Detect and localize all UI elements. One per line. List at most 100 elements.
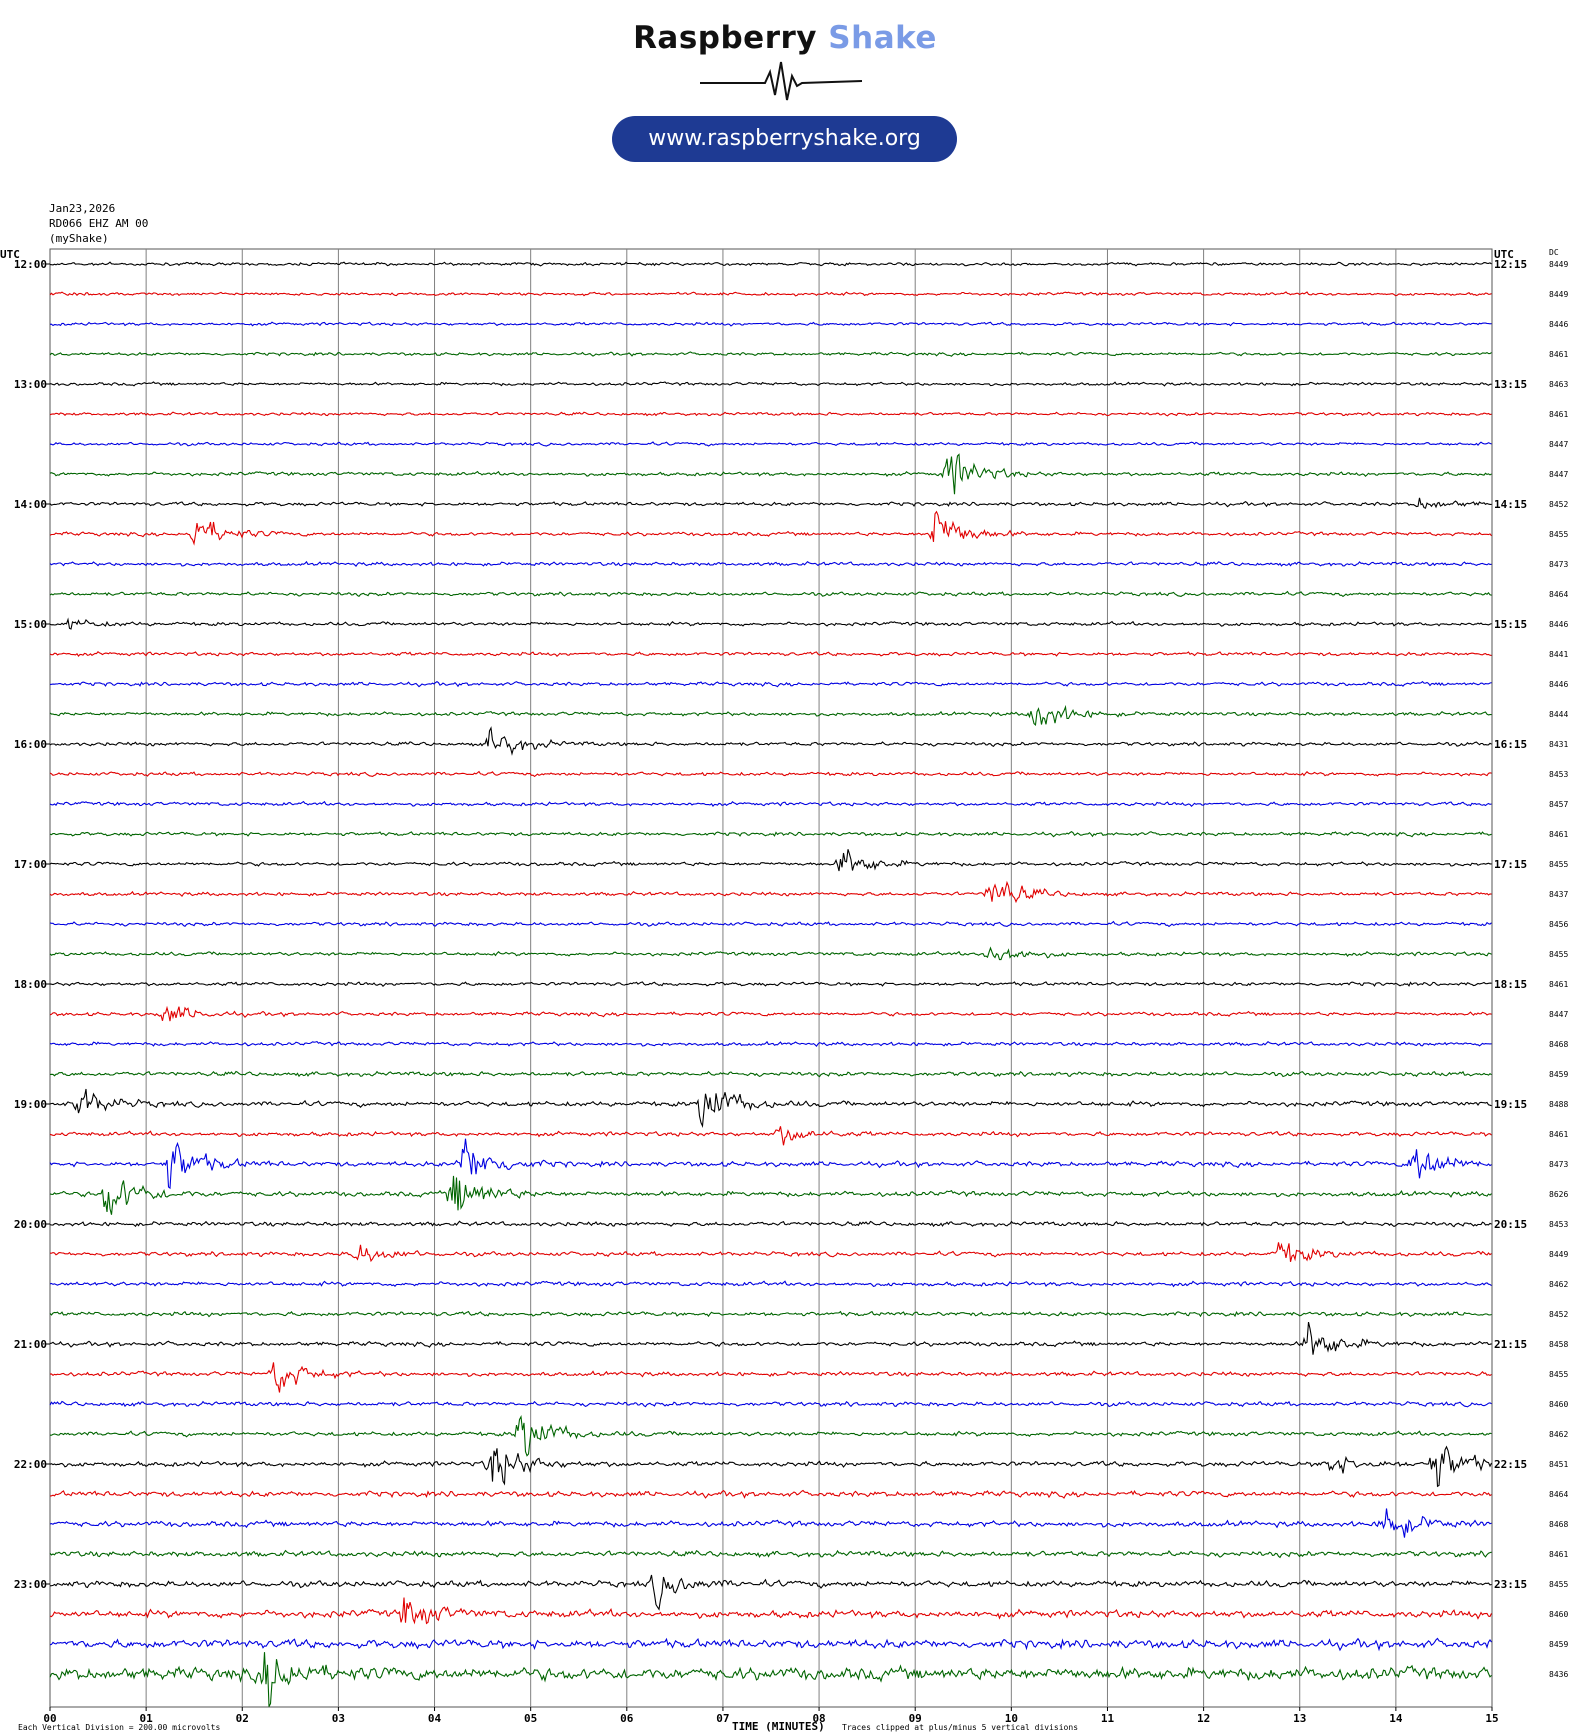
hour-label-left: 18:00: [14, 978, 47, 991]
dc-value-label: 8455: [1549, 1370, 1568, 1379]
hour-label-right: 18:15: [1494, 978, 1527, 991]
dc-value-label: 8456: [1549, 920, 1568, 929]
seismic-trace: [50, 1415, 1492, 1457]
seismic-trace: [49, 726, 1492, 756]
dc-value-label: 8449: [1549, 260, 1568, 269]
hour-label-right: 17:15: [1494, 858, 1527, 871]
dc-value-label: 8473: [1549, 1160, 1568, 1169]
dc-value-label: 8462: [1549, 1430, 1568, 1439]
x-tick-label: 13: [1293, 1712, 1306, 1725]
seismic-trace: [49, 1508, 1492, 1538]
hour-label-left: 13:00: [14, 378, 47, 391]
seismic-trace: [49, 770, 1492, 778]
seismic-trace: [49, 651, 1492, 658]
hour-label-left: 19:00: [14, 1098, 47, 1111]
seismic-trace: [49, 1637, 1492, 1652]
x-tick-label: 07: [716, 1712, 729, 1725]
dc-value-label: 8460: [1549, 1610, 1568, 1619]
seismic-trace: [49, 497, 1492, 509]
dc-value-label: 8464: [1549, 590, 1568, 599]
x-tick-label: 03: [332, 1712, 345, 1725]
hour-label-right: 15:15: [1494, 618, 1527, 631]
seismic-trace: [49, 946, 1492, 961]
seismic-trace: [49, 510, 1492, 546]
x-axis-title: TIME (MINUTES): [732, 1720, 825, 1732]
seismic-trace: [49, 291, 1492, 297]
seismic-trace: [49, 1321, 1492, 1355]
dc-value-label: 8453: [1549, 1220, 1568, 1229]
date-label: Jan23,2026: [49, 202, 116, 215]
raspberry-shake-logo: Raspberry Shake www.raspberryshake.org: [0, 0, 1570, 170]
dc-value-label: 8461: [1549, 830, 1568, 839]
logo-word-raspberry: Raspberry: [633, 20, 817, 56]
dc-value-label: 8461: [1549, 1550, 1568, 1559]
x-tick-label: 06: [620, 1712, 634, 1725]
seismic-trace: [49, 1220, 1492, 1228]
station-label: RD066 EHZ AM 00: [49, 217, 149, 230]
utc-header-left: UTC: [0, 248, 20, 261]
hour-label-right: 23:15: [1494, 1578, 1527, 1591]
hour-label-left: 12:00: [14, 258, 47, 271]
seismic-trace: [49, 981, 1492, 987]
x-tick-label: 12: [1197, 1712, 1210, 1725]
hour-label-right: 12:15: [1494, 258, 1527, 271]
seismic-trace: [49, 920, 1492, 928]
seismic-trace: [49, 849, 1492, 872]
hour-label-right: 16:15: [1494, 738, 1527, 751]
x-tick-label: 01: [140, 1712, 154, 1725]
seismic-trace: [49, 617, 1492, 630]
hour-label-right: 19:15: [1494, 1098, 1527, 1111]
dc-value-label: 8463: [1549, 380, 1568, 389]
seismic-trace: [49, 880, 1492, 904]
x-tick-label: 04: [428, 1712, 442, 1725]
hour-label-left: 21:00: [14, 1338, 47, 1351]
seismic-trace: [49, 411, 1492, 417]
x-tick-label: 02: [236, 1712, 249, 1725]
dc-value-label: 8459: [1549, 1640, 1568, 1649]
seismic-trace: [49, 453, 1492, 495]
dc-value-label: 8449: [1549, 290, 1568, 299]
seismic-trace: [49, 704, 1492, 726]
dc-value-label: 8461: [1549, 410, 1568, 419]
dc-value-label: 8468: [1549, 1520, 1568, 1529]
seismic-trace: [49, 321, 1492, 327]
seismic-trace: [49, 261, 1492, 267]
hour-label-left: 15:00: [14, 618, 47, 631]
dc-value-label: 8447: [1549, 440, 1568, 449]
seismic-trace: [49, 1652, 1492, 1707]
seismic-trace: [49, 351, 1492, 357]
dc-value-label: 8460: [1549, 1400, 1568, 1409]
dc-value-label: 8455: [1549, 950, 1568, 959]
website-url-badge[interactable]: www.raspberryshake.org: [612, 116, 957, 162]
x-tick-label: 11: [1101, 1712, 1115, 1725]
dc-value-label: 8441: [1549, 650, 1568, 659]
hour-label-left: 22:00: [14, 1458, 47, 1471]
seismic-trace: [49, 1549, 1492, 1559]
footer-vertical-division: Each Vertical Division = 200.00 microvol…: [18, 1723, 220, 1732]
hour-label-right: 14:15: [1494, 498, 1527, 511]
seismic-trace: [49, 381, 1492, 387]
hour-label-left: 23:00: [14, 1578, 47, 1591]
seismic-trace: [49, 1070, 1492, 1078]
logo-word-shake: Shake: [828, 20, 937, 56]
dc-value-label: 8461: [1549, 980, 1568, 989]
seismic-trace: [49, 1280, 1492, 1288]
seismic-trace: [49, 800, 1492, 808]
logo-title: Raspberry Shake: [0, 20, 1570, 56]
hour-label-left: 17:00: [14, 858, 47, 871]
utc-header-right: UTC: [1494, 248, 1514, 261]
seismic-trace: [49, 1445, 1492, 1488]
dc-value-label: 8457: [1549, 800, 1568, 809]
hour-label-right: 22:15: [1494, 1458, 1527, 1471]
seismic-trace: [49, 1040, 1492, 1048]
dc-value-label: 8488: [1549, 1100, 1568, 1109]
seismic-trace: [49, 1138, 1492, 1190]
x-tick-label: 10: [1005, 1712, 1018, 1725]
dc-value-label: 8446: [1549, 680, 1568, 689]
network-label: (myShake): [49, 232, 109, 245]
seismic-trace: [49, 590, 1492, 598]
dc-value-label: 8458: [1549, 1340, 1568, 1349]
x-tick-label: 05: [524, 1712, 537, 1725]
dc-value-label: 8464: [1549, 1490, 1568, 1499]
